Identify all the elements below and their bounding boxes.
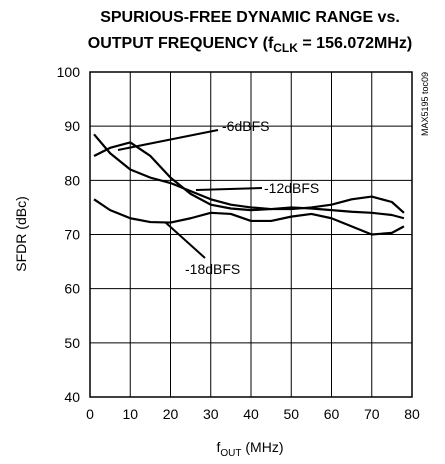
series-label: -6dBFS [222,118,269,134]
y-tick-label: 60 [64,281,80,297]
x-tick-label: 20 [163,406,179,422]
plot-frame [89,71,413,398]
y-tick-label: 100 [57,64,81,80]
y-tick-label: 70 [64,227,80,243]
x-tick-label: 80 [404,406,420,422]
leader-line [117,129,219,151]
y-tick-label: 80 [64,172,80,188]
x-tick-label: 40 [243,406,259,422]
y-tick-label: 40 [64,389,80,405]
title-subscript: CLK [273,41,298,55]
x-tick-label: 60 [324,406,340,422]
x-axis-label: fOUT (MHz) [217,439,284,459]
side-label: MAX5195 toc09 [420,72,430,136]
title-part: = 156.072MHz) [298,35,412,52]
leader-line [195,187,263,191]
chart-title-line-2: OUTPUT FREQUENCY (fCLK = 156.072MHz) [88,35,412,55]
series-label: -12dBFS [264,180,319,196]
x-tick-label: 0 [86,406,94,422]
x-label-subscript: OUT [220,448,241,459]
y-axis-label: SFDR (dBc) [13,196,29,271]
series-line [93,133,405,214]
x-label-part: (MHz) [242,439,284,455]
x-tick-label: 50 [283,406,299,422]
y-tick-label: 50 [64,335,80,351]
series-line [93,198,405,236]
x-tick-label: 10 [122,406,138,422]
chart-title-line-1: SPURIOUS-FREE DYNAMIC RANGE vs. [100,9,400,26]
series-label: -18dBFS [185,261,240,277]
leader-line [164,221,206,259]
x-tick-label: 30 [203,406,219,422]
title-part: OUTPUT FREQUENCY (f [88,35,274,52]
series-line [93,141,405,220]
x-tick-label: 70 [364,406,380,422]
x-label-part: f [217,439,221,455]
y-tick-label: 90 [64,118,80,134]
